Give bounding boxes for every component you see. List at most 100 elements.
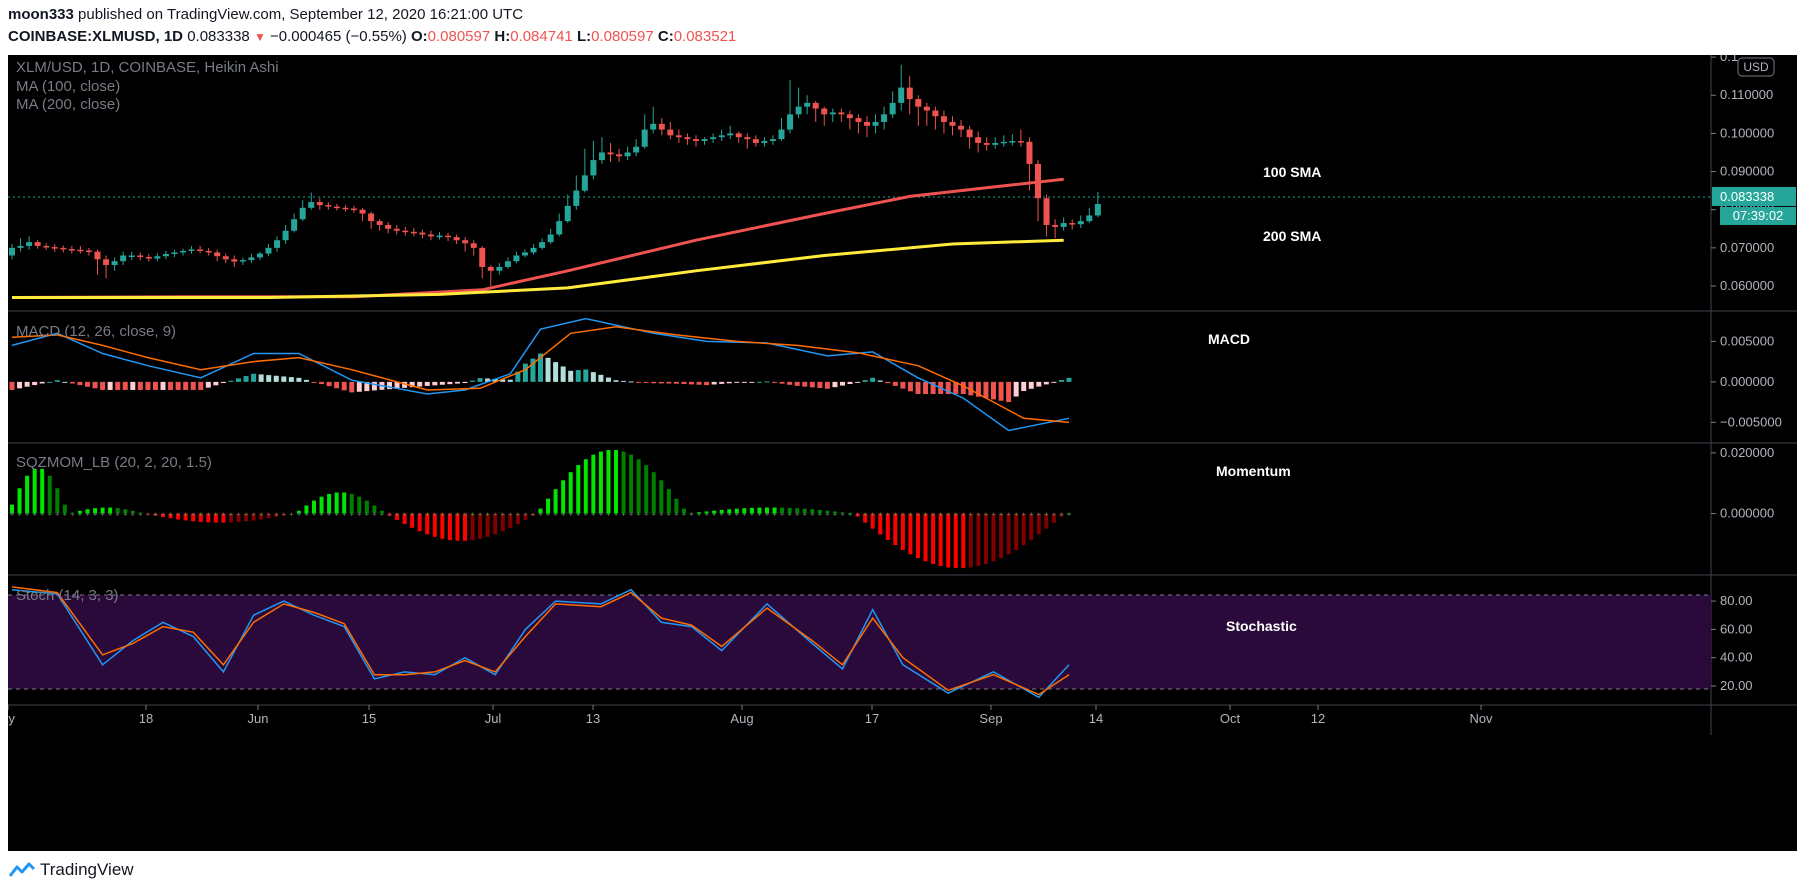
sqz-bar — [17, 488, 22, 514]
sqz-bar — [629, 454, 634, 514]
sqz-dot: + — [85, 512, 89, 519]
macd-bar — [817, 381, 823, 389]
sqz-bar — [848, 513, 853, 515]
sqz-bar — [1029, 513, 1034, 540]
sqz-dot: + — [1067, 512, 1071, 519]
sqz-dot: + — [961, 512, 965, 519]
y-tick-label: 0.070000 — [1720, 240, 1774, 255]
candle-body — [1069, 223, 1076, 225]
sqz-bar — [312, 500, 316, 514]
sqz-dot: + — [410, 512, 414, 519]
sqz-dot: + — [1044, 512, 1048, 519]
sqz-bar — [787, 507, 792, 514]
candle-body — [564, 205, 571, 222]
sqz-bar — [999, 513, 1004, 559]
candle-body — [727, 133, 734, 136]
candle-body — [1052, 224, 1059, 227]
sqz-dot: + — [667, 512, 671, 519]
sqz-legend: SQZMOM_LB (20, 2, 20, 1.5) — [16, 454, 212, 471]
sqz-bar — [198, 513, 203, 522]
sqz-dot: + — [833, 512, 837, 519]
sqz-bar — [734, 508, 739, 514]
candle-body — [239, 260, 246, 262]
sqz-dot: + — [425, 512, 429, 519]
macd-bar — [779, 381, 785, 384]
sqz-dot: + — [840, 512, 844, 519]
sqz-bar — [885, 513, 890, 540]
sqz-bar — [289, 513, 294, 515]
sqz-dot: + — [176, 512, 180, 519]
macd-line — [11, 317, 1070, 432]
macd-bar — [930, 381, 936, 395]
stoch-k-line — [11, 588, 1070, 699]
sqz-dot: + — [1014, 512, 1018, 519]
sqz-bar — [712, 510, 717, 514]
low-value: 0.080597 — [591, 28, 654, 45]
sqz-bar — [727, 509, 732, 514]
macd-bar — [371, 381, 377, 391]
author-name[interactable]: moon333 — [8, 6, 74, 23]
sqz-dot: + — [689, 512, 693, 519]
chart-area[interactable]: + + + + + + + + + + + + + + + + + + + + + + + + + + + + + + + + + + + + + + + +… — [8, 55, 1797, 851]
macd-bar — [945, 381, 951, 395]
sqz-dot: + — [561, 512, 565, 519]
sqz-dot: + — [101, 512, 105, 519]
sqz-bar — [742, 508, 747, 514]
macd-bar — [530, 358, 536, 382]
sqz-bar — [916, 513, 920, 559]
sqz-dot: + — [25, 512, 29, 519]
sqz-bar — [145, 513, 150, 515]
candle-body — [607, 152, 614, 155]
candle-body — [453, 237, 460, 241]
candle-body — [829, 112, 836, 115]
macd-bar — [183, 381, 189, 390]
currency-badge[interactable]: USD — [1737, 57, 1775, 77]
x-tick-label: 12 — [1311, 711, 1325, 726]
sqz-dot: + — [788, 512, 792, 519]
sqz-bar — [621, 451, 626, 514]
sqz-dot: + — [387, 512, 391, 519]
sqz-dot: + — [591, 512, 595, 519]
sqz-dot: + — [705, 512, 709, 519]
sqz-dot: + — [55, 512, 59, 519]
macd-bar — [364, 381, 370, 392]
macd-bar — [855, 381, 861, 383]
macd-bar — [409, 381, 415, 388]
candle-body — [787, 114, 794, 130]
sqz-dot: + — [682, 512, 686, 519]
sqz-dot: + — [169, 512, 173, 519]
macd-bar — [643, 381, 649, 383]
candle-body — [958, 125, 965, 130]
macd-bar — [892, 381, 898, 386]
sqz-bar — [213, 513, 218, 523]
sqz-bar — [123, 509, 128, 514]
footer-brand[interactable]: TradingView — [8, 860, 134, 880]
macd-bar — [1058, 380, 1064, 382]
sqz-bar — [976, 513, 981, 567]
sqz-dot: + — [1022, 512, 1026, 519]
sqz-dot: + — [516, 512, 520, 519]
candle-body — [368, 213, 375, 222]
sqz-dot: + — [372, 512, 376, 519]
sqz-dot: + — [395, 512, 399, 519]
macd-bar — [402, 381, 408, 388]
sqz-dot: + — [629, 512, 633, 519]
sqz-dot: + — [335, 512, 339, 519]
sqz-bar — [802, 508, 807, 514]
sqz-bar — [553, 489, 558, 514]
sqz-dot: + — [652, 512, 656, 519]
macd-bar — [681, 381, 687, 385]
macd-bar — [394, 381, 400, 389]
candle-body — [68, 249, 75, 251]
candle-body — [735, 133, 742, 138]
sqz-bar — [77, 510, 82, 514]
macd-bar — [62, 381, 68, 383]
sqz-bar — [1059, 513, 1064, 517]
macd-bar — [923, 381, 929, 395]
macd-bar — [205, 381, 211, 388]
sqz-dot: + — [727, 512, 731, 519]
sqz-dot: + — [742, 512, 746, 519]
macd-bar — [605, 377, 611, 382]
sqz-dot: + — [1037, 512, 1041, 519]
sqz-dot: + — [508, 512, 512, 519]
